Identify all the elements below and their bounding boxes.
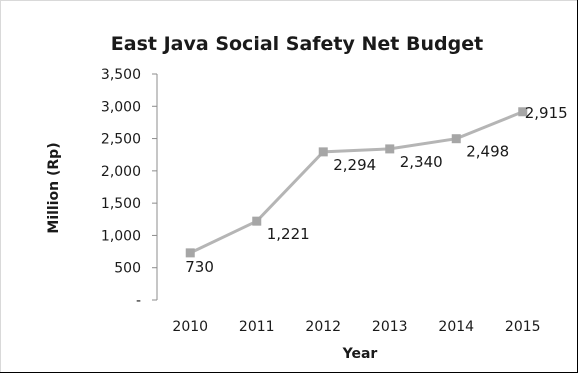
data-label: 1,221 (267, 225, 310, 243)
chart-edge-bottom (0, 372, 578, 373)
data-label: 2,498 (466, 143, 509, 161)
y-axis-title: Million (Rp) (46, 142, 62, 233)
y-tick-label: 3,500 (101, 67, 141, 83)
y-tick-label: 2,500 (101, 132, 141, 148)
x-tick-label: 2014 (438, 319, 474, 335)
y-axis: - 500 1,000 1,500 2,000 2,500 3,000 3,500 (101, 67, 158, 309)
series-line-path (189, 110, 524, 255)
y-tick-label: 500 (114, 261, 141, 277)
x-tick-label: 2012 (305, 319, 341, 335)
y-tick-label: 1,000 (101, 228, 141, 244)
chart-edge-right (577, 0, 578, 373)
x-tick-label: 2010 (172, 319, 208, 335)
data-point-marker (518, 107, 528, 117)
y-tick-label: 3,000 (101, 99, 141, 115)
series-line (185, 107, 528, 258)
data-label: 730 (185, 258, 214, 276)
y-tick-label: 2,000 (101, 164, 141, 180)
data-point-marker (185, 248, 195, 258)
data-label: 2,340 (400, 153, 443, 171)
data-labels: 730 1,221 2,294 2,340 2,498 2,915 (185, 104, 567, 276)
data-point-marker (451, 134, 461, 144)
y-tick-label: - (136, 293, 141, 309)
x-tick-label: 2015 (505, 319, 541, 335)
data-point-marker (385, 144, 395, 154)
data-label: 2,294 (333, 156, 376, 174)
chart-title: East Java Social Safety Net Budget (111, 33, 483, 55)
x-axis: 2010 2011 2012 2013 2014 2015 (172, 319, 540, 335)
y-tick-label: 1,500 (101, 196, 141, 212)
data-point-marker (318, 147, 328, 157)
x-tick-label: 2013 (372, 319, 408, 335)
x-axis-title: Year (342, 346, 378, 362)
data-label: 2,915 (525, 104, 568, 122)
x-tick-label: 2011 (239, 319, 275, 335)
data-point-marker (252, 216, 262, 226)
